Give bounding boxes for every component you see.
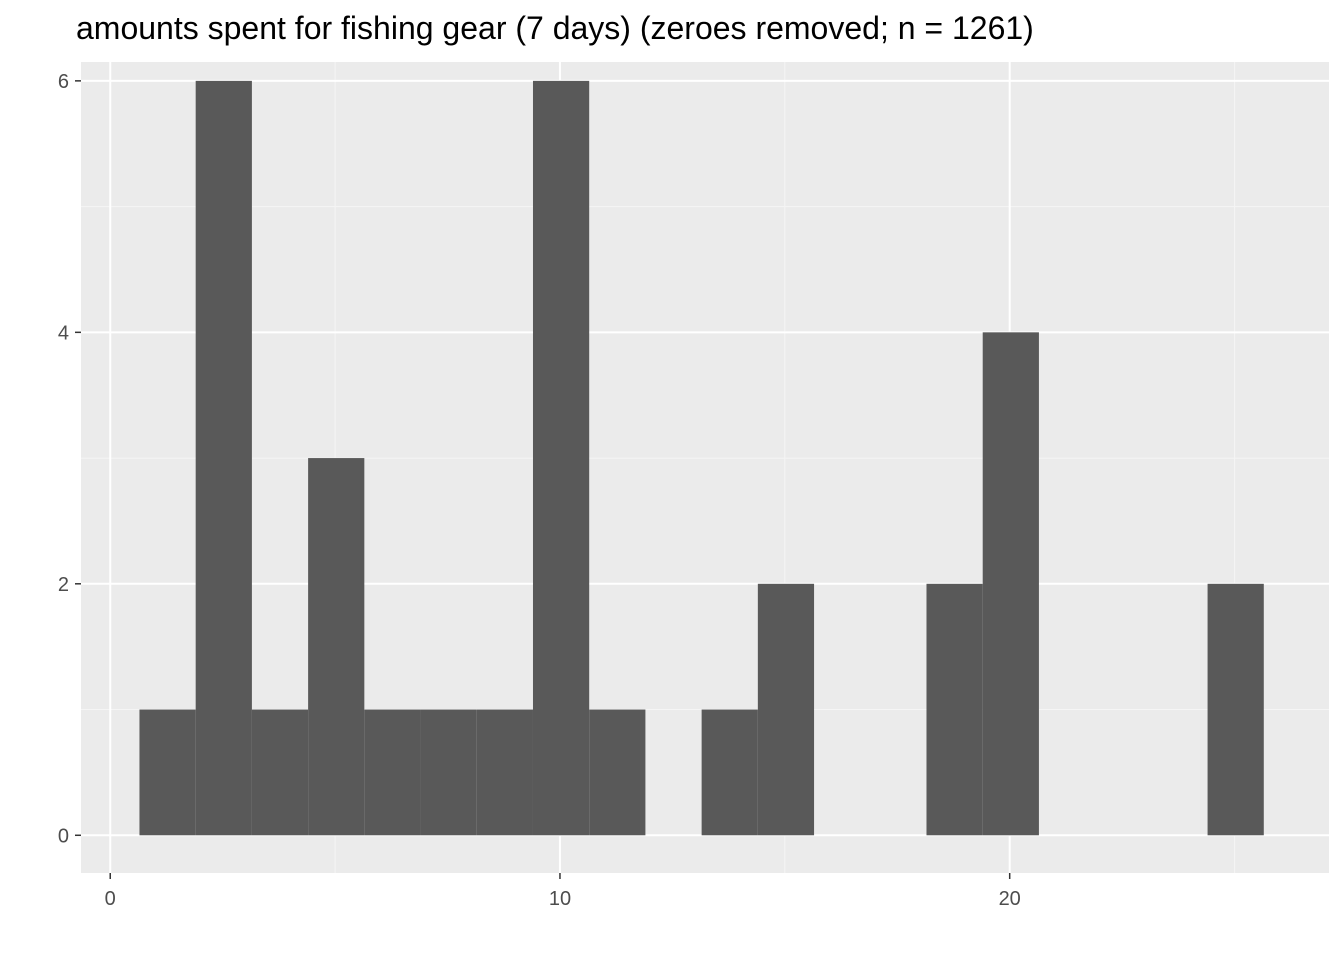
- y-axis: 0 2 4 6: [58, 71, 81, 847]
- histogram-bar: [364, 709, 421, 836]
- histogram-bar: [420, 709, 477, 836]
- y-tick-label: 0: [58, 825, 69, 847]
- histogram-bars: [139, 80, 1264, 836]
- histogram-bar: [926, 583, 983, 836]
- y-tick-label: 4: [58, 322, 69, 344]
- histogram-bar: [195, 80, 252, 836]
- y-tick-label: 2: [58, 574, 69, 596]
- x-tick-label: 20: [999, 888, 1021, 910]
- chart-title: amounts spent for fishing gear (7 days) …: [76, 10, 1034, 46]
- histogram-bar: [476, 709, 533, 836]
- histogram-bar: [251, 709, 309, 836]
- histogram-bar: [532, 80, 590, 836]
- histogram-bar: [589, 709, 646, 836]
- x-tick-label: 10: [549, 888, 571, 910]
- x-axis: 0 10 20: [105, 873, 1021, 910]
- histogram-bar: [1207, 583, 1264, 836]
- histogram-bar: [982, 332, 1039, 836]
- histogram-bar: [701, 709, 758, 836]
- histogram-bar: [139, 709, 196, 836]
- x-tick-label: 0: [105, 888, 116, 910]
- histogram-bar: [308, 458, 365, 836]
- histogram-bar: [757, 583, 815, 836]
- y-tick-label: 6: [58, 71, 69, 93]
